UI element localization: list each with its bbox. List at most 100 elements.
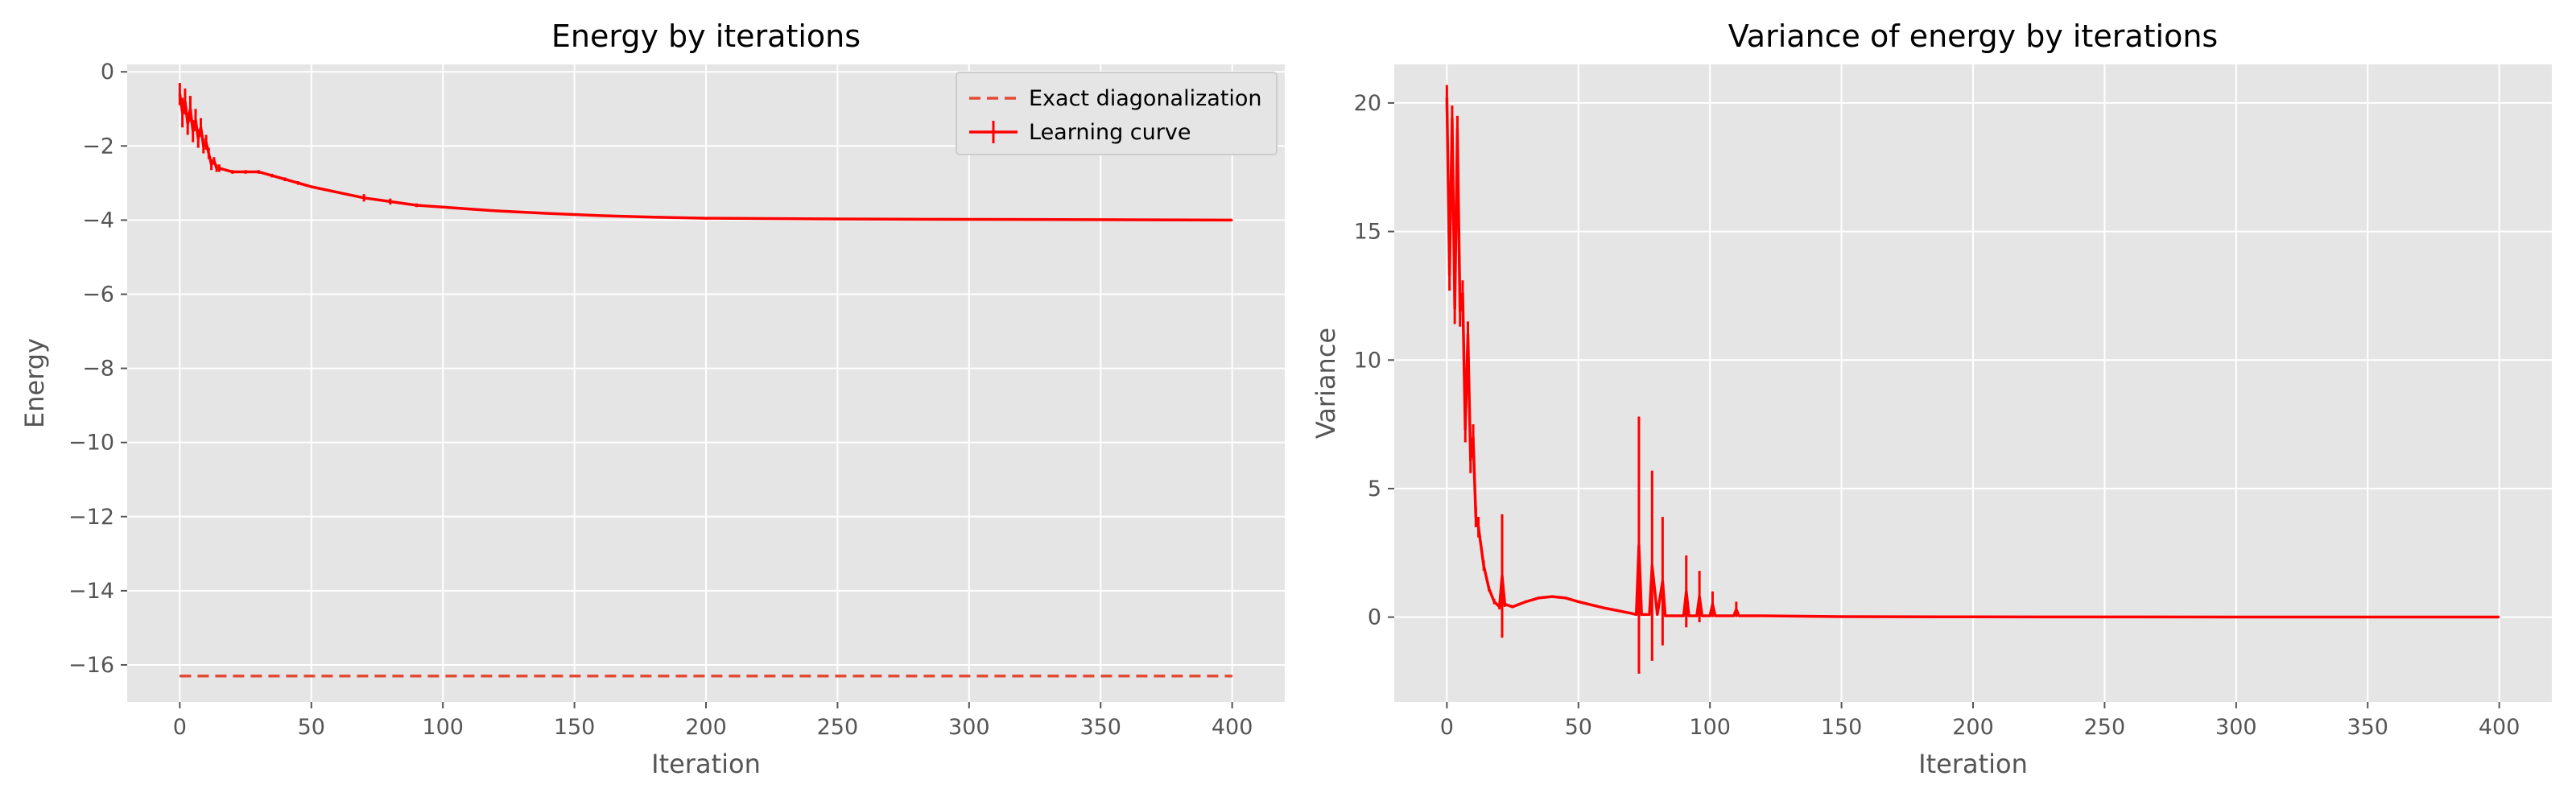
data-point [1604, 607, 1606, 609]
data-point [1649, 613, 1650, 616]
data-point [363, 196, 365, 199]
data-point [1551, 596, 1553, 597]
data-point [1670, 615, 1671, 617]
data-point [1472, 436, 1474, 438]
data-point [1456, 128, 1459, 130]
x-tick-label: 150 [1821, 715, 1863, 740]
data-point [205, 141, 207, 143]
chart-title: Energy by iterations [551, 19, 861, 54]
x-tick-label: 0 [1440, 715, 1454, 740]
variance-chart: 0 50 100 150 200 250 300 350 400 0 5 10 15 20 Variance… [1311, 19, 2552, 779]
data-point [1722, 615, 1724, 617]
data-point [1641, 613, 1643, 616]
data-point [1972, 616, 1974, 618]
data-point [652, 216, 654, 218]
x-tick-label: 200 [685, 715, 727, 740]
data-point [284, 178, 286, 180]
x-tick-label: 150 [554, 715, 596, 740]
data-point [494, 210, 497, 212]
data-point [1657, 613, 1658, 616]
data-point [1448, 275, 1451, 276]
data-point [968, 218, 970, 221]
data-point [1100, 219, 1102, 221]
data-point [1701, 615, 1703, 617]
data-point [2498, 616, 2500, 618]
data-point [1564, 597, 1567, 599]
data-point [258, 171, 260, 173]
data-point [442, 206, 444, 208]
legend-entry-label: Exact diagonalization [1029, 86, 1262, 111]
data-point [213, 159, 215, 162]
data-point [1664, 615, 1666, 617]
x-tick-label: 400 [2479, 715, 2520, 740]
x-tick-label: 350 [1080, 715, 1121, 740]
data-point [1467, 333, 1469, 336]
data-point [200, 126, 202, 129]
data-point [1451, 118, 1453, 119]
data-point [1635, 613, 1637, 616]
y-axis-label: Energy [19, 338, 50, 428]
x-tick-label: 50 [1565, 715, 1592, 740]
data-point [187, 122, 188, 125]
data-point [270, 175, 273, 176]
data-point [1538, 597, 1540, 599]
data-point [1464, 428, 1467, 431]
data-point [1493, 601, 1495, 603]
learning-curve-line [1445, 97, 2500, 619]
data-point [197, 138, 200, 139]
x-axis-label: Iteration [1918, 749, 2028, 779]
y-tick-label: −8 [82, 357, 114, 382]
data-point [195, 119, 196, 121]
data-point [1454, 308, 1455, 310]
data-point [1638, 544, 1640, 546]
data-point [1231, 219, 1233, 221]
data-point [1501, 575, 1503, 577]
data-point [1488, 588, 1490, 590]
x-tick-label: 50 [298, 715, 325, 740]
x-tick-label: 200 [1952, 715, 1994, 740]
data-point [1761, 615, 1764, 617]
y-tick-label: −2 [82, 134, 114, 159]
data-point [600, 215, 602, 217]
data-point [469, 208, 470, 210]
data-point [216, 167, 217, 169]
data-point [1732, 615, 1735, 617]
data-point [1477, 526, 1480, 528]
y-tick-label: −12 [68, 505, 114, 530]
data-point [218, 167, 221, 169]
data-point [1709, 615, 1711, 617]
data-point [705, 217, 707, 219]
data-point [1459, 310, 1461, 312]
data-point [184, 101, 186, 102]
data-point [245, 171, 246, 173]
legend-entry-label: Learning curve [1029, 120, 1191, 145]
y-tick-label: −10 [68, 431, 114, 456]
y-tick-label: 20 [1354, 91, 1381, 116]
x-tick-label: 100 [422, 715, 464, 740]
data-point [208, 152, 210, 155]
energy-chart: 0 50 100 150 200 250 300 350 400 0 −2 −4 −6 −8 −10 −12 −… [19, 19, 1285, 779]
data-point [2235, 616, 2237, 618]
legend-box [956, 72, 1278, 155]
data-point [189, 108, 192, 110]
data-point [231, 171, 233, 173]
x-axis-label: Iteration [651, 749, 761, 779]
data-point [1714, 615, 1716, 617]
data-point [1711, 603, 1714, 605]
data-point [179, 93, 181, 95]
x-tick-label: 250 [817, 715, 859, 740]
y-tick-label: −4 [82, 208, 114, 233]
data-point [1688, 615, 1690, 617]
y-tick-label: −6 [82, 282, 114, 307]
data-point [547, 213, 549, 214]
data-point [1736, 609, 1737, 610]
data-point [1469, 460, 1472, 461]
data-point [836, 218, 839, 220]
data-point [192, 130, 194, 132]
data-point [1231, 675, 1233, 677]
data-point [1662, 580, 1664, 582]
y-tick-label: −14 [68, 579, 114, 604]
y-tick-label: 0 [101, 60, 114, 85]
data-point [1651, 564, 1653, 567]
data-point [1498, 606, 1501, 608]
